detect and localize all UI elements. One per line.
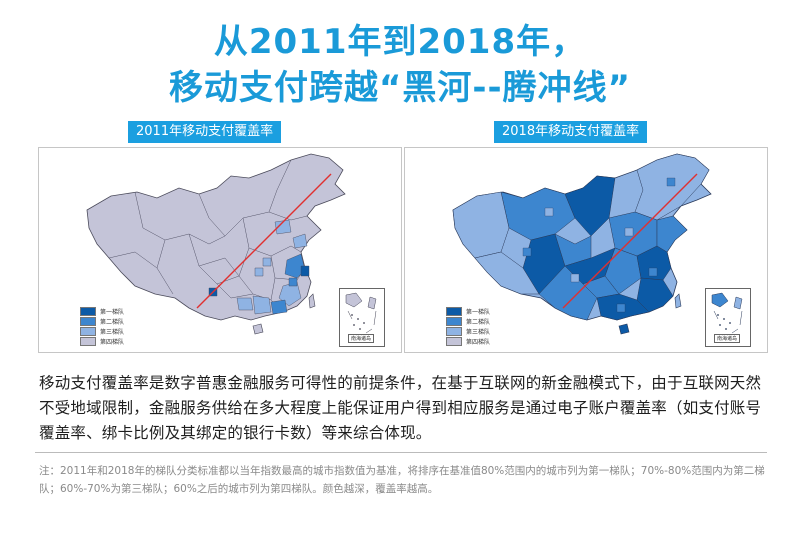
legend-swatch-tier3 [446,326,462,336]
south-china-sea-inset: 南海诸岛 [705,288,751,347]
inset-map-drawing [345,292,377,334]
heihe-tengchong-line [196,173,332,309]
china-map-2011 [86,153,346,335]
legend-swatch-tier1 [446,306,462,316]
taiwan-island [308,293,316,309]
legend-swatch-tier1 [80,306,96,316]
legend-label: 第三梯队 [466,328,491,336]
south-china-sea-inset: 南海诸岛 [339,288,385,347]
map-2018-legend: 第一梯队 第二梯队 第三梯队 第四梯队 [446,306,490,346]
taiwan-island [674,293,682,309]
title-line-1: 从2011年到2018年， [213,22,587,62]
map-2018-panel: 第一梯队 第二梯队 第三梯队 第四梯队 南海诸岛 [404,147,768,353]
china-map-2018 [452,153,712,335]
body-paragraph: 移动支付覆盖率是数字普惠金融服务可得性的前提条件，在基于互联网的新金融模式下，由… [39,374,762,442]
coastal-tiers-2011 [208,219,310,315]
legend-swatch-tier4 [80,336,96,346]
heihe-tengchong-line [562,173,698,309]
legend-label: 第四梯队 [100,338,125,346]
map-2011-label: 2011年移动支付覆盖率 [128,121,282,143]
hainan-island [252,323,264,335]
map-2018-label: 2018年移动支付覆盖率 [494,121,648,143]
legend-swatch-tier2 [80,316,96,326]
legend-label: 第二梯队 [466,318,491,326]
footnote: 注：2011年和2018年的梯队分类标准都以当年指数最高的城市指数值为基准，将排… [39,465,765,495]
divider [35,452,767,453]
legend-label: 第一梯队 [100,308,125,316]
legend-swatch-tier4 [446,336,462,346]
map-2011-panel: 第一梯队 第二梯队 第三梯队 第四梯队 南海诸岛 [38,147,402,353]
legend-swatch-tier2 [446,316,462,326]
city-detail-2018 [522,177,676,313]
legend-label: 第一梯队 [466,308,491,316]
legend-label: 第二梯队 [100,318,125,326]
inset-label: 南海诸岛 [348,334,375,343]
hainan-island [618,323,630,335]
legend-label: 第四梯队 [466,338,491,346]
inset-map-drawing [711,292,743,334]
map-2011-legend: 第一梯队 第二梯队 第三梯队 第四梯队 [80,306,124,346]
legend-swatch-tier3 [80,326,96,336]
legend-label: 第三梯队 [100,328,125,336]
title-line-2: 移动支付跨越“黑河--腾冲线” [169,68,631,108]
inset-label: 南海诸岛 [714,334,741,343]
